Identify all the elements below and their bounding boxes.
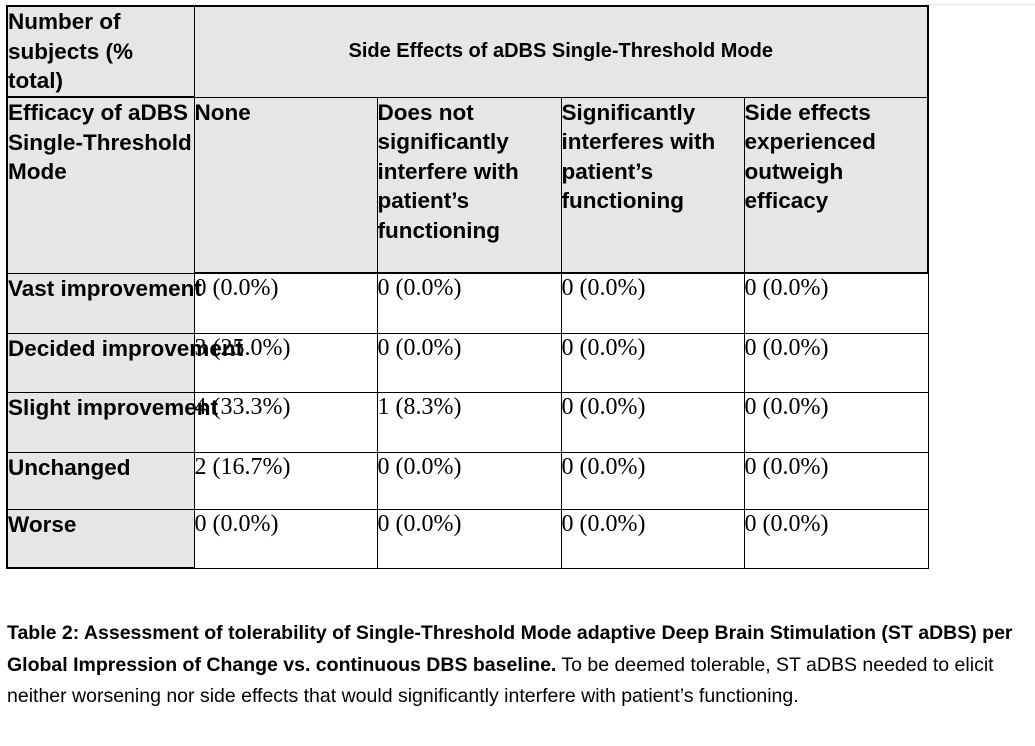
table-cell: 0 (0.0%)	[743, 451, 929, 510]
table-row: Unchanged 2 (16.7%) 0 (0.0%) 0 (0.0%) 0 …	[6, 451, 929, 510]
caption-body: To be deemed tolerable, ST aDBS needed t…	[7, 653, 994, 708]
table-cell: 0 (0.0%)	[560, 508, 745, 569]
caption-title: Table 2: Assessment of tolerability of S…	[7, 622, 1013, 676]
row-label: Vast improvement	[6, 272, 202, 334]
table-row: Vast improvement 0 (0.0%) 0 (0.0%) 0 (0.…	[6, 272, 929, 334]
row-header-label: Efficacy of aDBS Single-Threshold Mode	[8, 100, 192, 184]
spanning-header: Side Effects of aDBS Single-Threshold Mo…	[348, 40, 774, 62]
row-label: Unchanged	[6, 451, 195, 510]
table-cell: 0 (0.0%)	[560, 391, 745, 453]
table-cell: 4 (33.3%)	[193, 391, 378, 453]
row-label: Decided improvement	[6, 332, 243, 393]
table-cell: 0 (0.0%)	[743, 332, 929, 393]
spanning-header-cell: Side Effects of aDBS Single-Threshold Mo…	[193, 5, 929, 98]
row-label: Worse	[6, 508, 195, 569]
row-header-label-cell: Efficacy of aDBS Single-Threshold Mode	[6, 96, 195, 274]
column-header-no-interference: Does not significantly interfere with pa…	[376, 96, 562, 274]
table-cell: 0 (0.0%)	[743, 391, 929, 453]
table-cell: 0 (0.0%)	[376, 272, 562, 334]
corner-header-cell: Number of subjects (% total)	[6, 5, 195, 98]
table-cell: 0 (0.0%)	[376, 332, 562, 393]
table-cell: 0 (0.0%)	[376, 508, 562, 569]
corner-label: Number of subjects (% total)	[8, 9, 134, 93]
table-cell: 2 (16.7%)	[193, 451, 378, 510]
table-cell: 0 (0.0%)	[560, 332, 745, 393]
table-cell: 0 (0.0%)	[193, 508, 378, 569]
results-table: Number of subjects (% total) Side Effect…	[6, 5, 929, 569]
table-cell: 1 (8.3%)	[376, 391, 562, 453]
column-header-interferes: Significantly interferes with patient’s …	[560, 96, 745, 274]
top-rule	[926, 4, 1035, 5]
column-header-outweigh: Side effects experienced outweigh effica…	[743, 96, 929, 274]
table-cell: 0 (0.0%)	[560, 451, 745, 510]
table-row: Slight improvement 4 (33.3%) 1 (8.3%) 0 …	[6, 391, 929, 453]
table-caption: Table 2: Assessment of tolerability of S…	[7, 618, 1031, 713]
table-cell: 0 (0.0%)	[560, 272, 745, 334]
row-label: Slight improvement	[6, 391, 218, 453]
table-cell: 0 (0.0%)	[743, 508, 929, 569]
table-row: Worse 0 (0.0%) 0 (0.0%) 0 (0.0%) 0 (0.0%…	[6, 508, 929, 569]
table-cell: 0 (0.0%)	[193, 272, 378, 334]
table-cell: 0 (0.0%)	[376, 451, 562, 510]
table-cell: 0 (0.0%)	[743, 272, 929, 334]
table-cell: 3 (25.0%)	[193, 332, 378, 393]
column-header-none: None	[193, 96, 378, 274]
table-row: Decided improvement 3 (25.0%) 0 (0.0%) 0…	[6, 332, 929, 393]
